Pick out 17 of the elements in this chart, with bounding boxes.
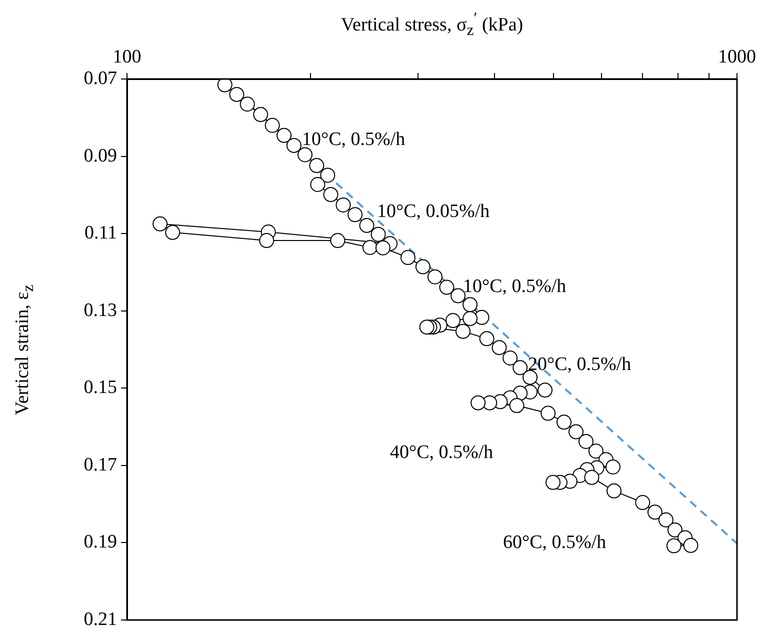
x-tick-label: 1000 [718, 46, 756, 68]
y-tick-label: 0.21 [84, 608, 117, 630]
y-tick-label: 0.11 [84, 222, 117, 244]
x-tick-label: 100 [112, 46, 142, 68]
annotation: 20°C, 0.5%/h [528, 354, 632, 375]
x-axis-title: Vertical stress, σ$_{z}$$^{′}$ (kPa) [340, 9, 524, 42]
annotation: 10°C, 0.05%/h [377, 200, 490, 222]
y-tick-label: 0.15 [84, 377, 117, 398]
annotation: 10°C, 0.5%/h [463, 276, 567, 297]
y-tick-label: 0.17 [84, 454, 117, 476]
y-tick-label: 0.07 [84, 68, 117, 89]
y-tick-label: 0.09 [84, 145, 117, 166]
annotation: 10°C, 0.5%/h [302, 128, 406, 150]
annotation: 40°C, 0.5%/h [390, 442, 494, 463]
annotation: 60°C, 0.5%/h [503, 532, 607, 553]
y-tick-label: 0.13 [84, 300, 117, 321]
y-tick-label: 0.19 [84, 532, 117, 553]
